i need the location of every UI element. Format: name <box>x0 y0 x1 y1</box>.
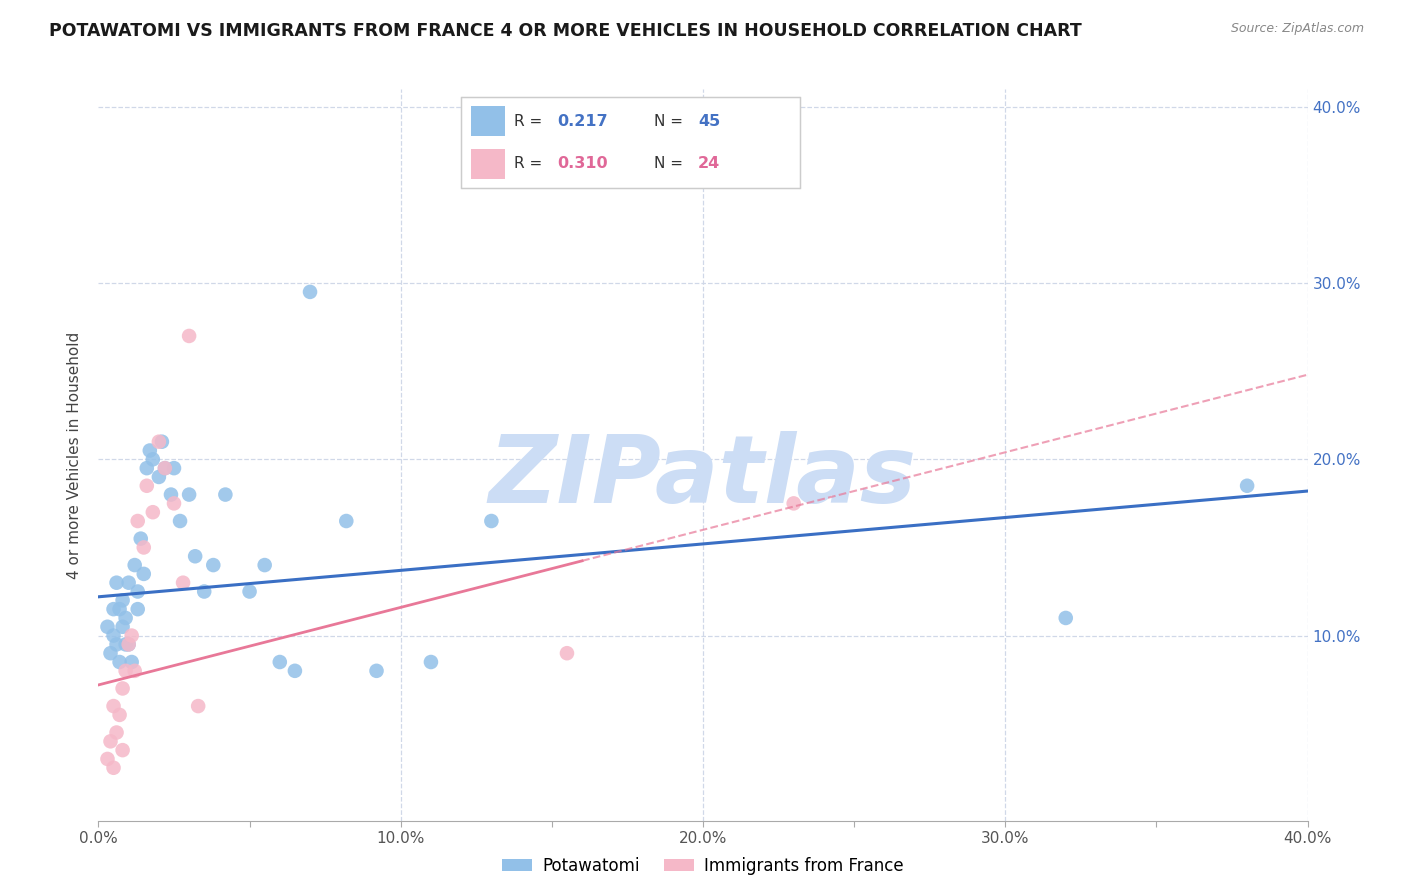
Point <box>100 646 122 660</box>
Text: ZIPatlas: ZIPatlas <box>489 431 917 523</box>
Point <box>135 479 157 493</box>
Point <box>118 575 141 590</box>
Point <box>160 487 183 501</box>
Point <box>172 575 194 590</box>
Point <box>179 487 201 501</box>
Point <box>142 505 165 519</box>
Point <box>163 461 186 475</box>
Point <box>111 743 134 757</box>
Point <box>111 593 134 607</box>
Point <box>153 461 176 475</box>
Point <box>299 285 322 299</box>
Point <box>420 655 443 669</box>
Point <box>129 532 152 546</box>
Point <box>103 602 125 616</box>
Point <box>127 514 149 528</box>
Point <box>148 434 170 449</box>
Point <box>148 470 170 484</box>
Point <box>132 541 155 555</box>
Point <box>127 584 149 599</box>
Text: Source: ZipAtlas.com: Source: ZipAtlas.com <box>1230 22 1364 36</box>
Text: POTAWATOMI VS IMMIGRANTS FROM FRANCE 4 OR MORE VEHICLES IN HOUSEHOLD CORRELATION: POTAWATOMI VS IMMIGRANTS FROM FRANCE 4 O… <box>49 22 1083 40</box>
Point <box>114 664 136 678</box>
Point <box>187 699 209 714</box>
Point <box>105 725 128 739</box>
Point <box>108 602 131 616</box>
Point <box>118 637 141 651</box>
Point <box>108 655 131 669</box>
Point <box>100 734 122 748</box>
Point <box>335 514 357 528</box>
Point <box>163 496 186 510</box>
Point <box>105 637 128 651</box>
Point <box>481 514 503 528</box>
Point <box>121 629 143 643</box>
Point <box>118 637 141 651</box>
Point <box>214 487 236 501</box>
Point <box>124 664 146 678</box>
Point <box>124 558 146 572</box>
Point <box>269 655 291 669</box>
Point <box>103 699 125 714</box>
Point <box>555 646 578 660</box>
Point <box>239 584 262 599</box>
Point <box>153 461 176 475</box>
Point <box>132 566 155 581</box>
Point <box>284 664 307 678</box>
Point <box>111 620 134 634</box>
Point <box>202 558 225 572</box>
Legend: Potawatomi, Immigrants from France: Potawatomi, Immigrants from France <box>495 850 911 882</box>
Y-axis label: 4 or more Vehicles in Household: 4 or more Vehicles in Household <box>67 331 83 579</box>
Point <box>184 549 207 564</box>
Point <box>108 707 131 722</box>
Point <box>114 611 136 625</box>
Point <box>103 761 125 775</box>
Point <box>121 655 143 669</box>
Point <box>366 664 388 678</box>
Point <box>96 752 118 766</box>
Point <box>150 434 173 449</box>
Point <box>179 329 201 343</box>
Point <box>135 461 157 475</box>
Point <box>103 629 125 643</box>
Point <box>127 602 149 616</box>
Point <box>142 452 165 467</box>
Point <box>169 514 191 528</box>
Point <box>783 496 806 510</box>
Point <box>1054 611 1077 625</box>
Point <box>139 443 162 458</box>
Point <box>105 575 128 590</box>
Point <box>114 637 136 651</box>
Point <box>253 558 276 572</box>
Point <box>1236 479 1258 493</box>
Point <box>111 681 134 696</box>
Point <box>96 620 118 634</box>
Point <box>193 584 215 599</box>
